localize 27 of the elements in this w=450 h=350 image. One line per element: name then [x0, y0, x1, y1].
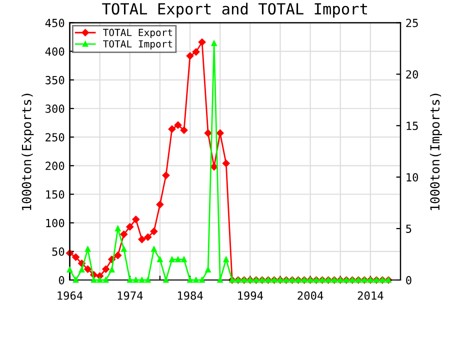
- x-tick-label: 2004: [298, 291, 324, 300]
- legend-label: TOTAL Export: [103, 28, 172, 38]
- y2-tick-label: 20: [406, 70, 418, 79]
- y-tick-label: 350: [46, 76, 64, 84]
- y2-tick-label: 10: [406, 173, 418, 182]
- y-tick-label: 100: [46, 218, 64, 228]
- y-tick-label: 450: [45, 18, 64, 28]
- y-tick-label: 50: [52, 247, 64, 256]
- y-tick-label: 250: [46, 133, 64, 142]
- y2-tick-label: 25: [406, 18, 418, 28]
- legend-label: TOTAL Import: [103, 40, 172, 50]
- y-tick-label: 300: [46, 104, 64, 113]
- x-tick-label: 2014: [358, 291, 384, 300]
- chart-title: TOTAL Export and TOTAL Import: [102, 2, 367, 18]
- x-tick-label: 1994: [238, 291, 264, 300]
- y-tick-label: 400: [45, 47, 64, 56]
- y-axis-title: 1000ton(Exports): [22, 94, 34, 210]
- y-tick-label: 0: [58, 276, 64, 284]
- y-tick-label: 150: [46, 190, 64, 199]
- x-tick-label: 1984: [178, 291, 203, 300]
- y2-tick-label: 5: [406, 224, 412, 233]
- x-tick-label: 1964: [58, 291, 83, 300]
- y2-tick-label: 0: [406, 276, 412, 284]
- y2-tick-label: 15: [406, 122, 418, 130]
- x-tick-label: 1974: [118, 291, 143, 300]
- y-tick-label: 200: [46, 162, 64, 170]
- y2-axis-title: 1000ton(Imports): [430, 94, 442, 210]
